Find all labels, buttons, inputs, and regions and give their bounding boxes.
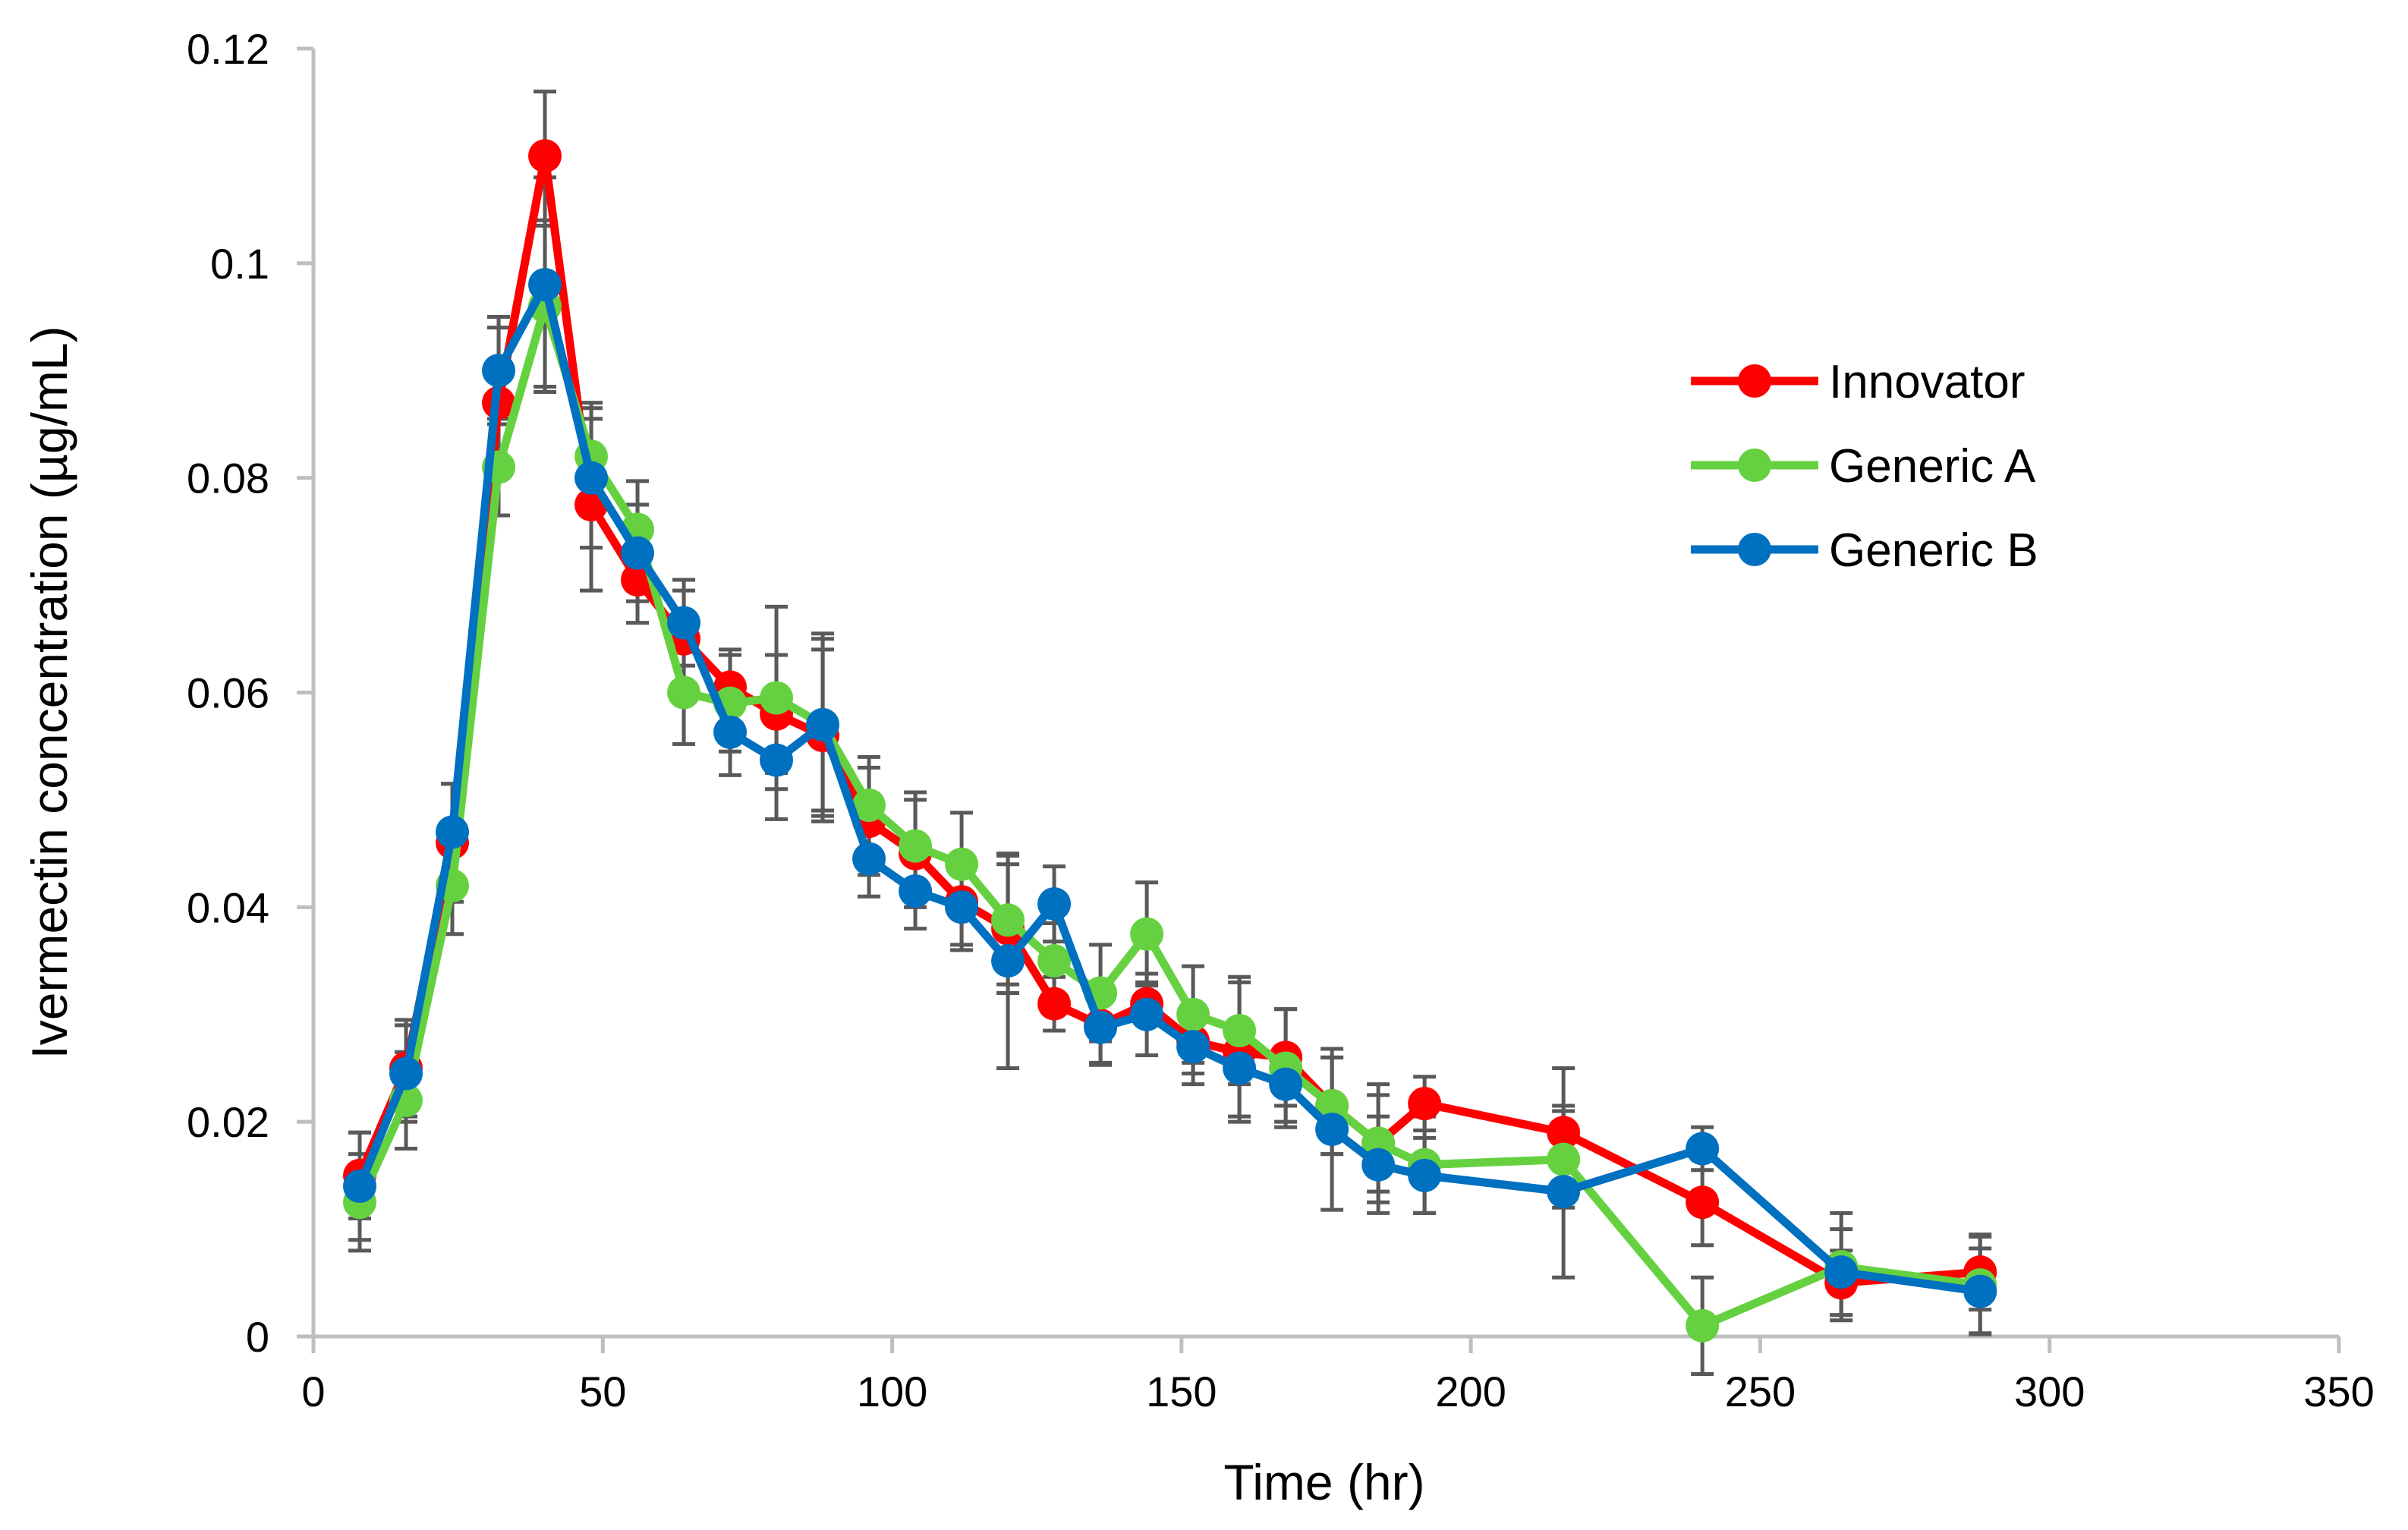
x-axis-title: Time (hr)	[1223, 1454, 1424, 1510]
data-point-generic-b	[1361, 1148, 1396, 1182]
data-point-generic-b	[574, 461, 609, 495]
x-tick-label: 300	[2014, 1368, 2085, 1415]
data-point-generic-b	[1223, 1051, 1257, 1085]
legend-item-generic-a: Generic A	[1691, 440, 2036, 493]
data-point-generic-a	[760, 681, 794, 715]
data-point-generic-b	[1408, 1158, 1442, 1192]
legend-marker-generic-b	[1738, 533, 1771, 566]
legend-marker-innovator	[1738, 364, 1771, 398]
data-point-generic-a	[991, 903, 1025, 937]
x-tick-label: 50	[579, 1368, 626, 1415]
y-tick-label: 0.12	[187, 25, 269, 73]
series-generic-b	[343, 268, 1997, 1308]
data-point-generic-a	[1686, 1308, 1720, 1343]
data-point-generic-b	[945, 890, 979, 924]
y-axis-ticks: 0 0.02 0.04 0.06 0.08 0.1 0.12	[187, 25, 313, 1361]
data-point-generic-b	[482, 354, 516, 388]
y-tick-label: 0.04	[187, 883, 269, 931]
legend-item-generic-b: Generic B	[1691, 524, 2038, 577]
y-axis-title: Ivermectin concentration (µg/mL)	[21, 326, 77, 1059]
legend-label-generic-a: Generic A	[1829, 440, 2036, 493]
data-point-innovator	[1408, 1087, 1442, 1121]
y-tick-label: 0	[246, 1313, 269, 1361]
data-point-generic-b	[436, 815, 470, 849]
data-point-generic-a	[1223, 1013, 1257, 1047]
series-innovator	[343, 139, 1997, 1300]
data-point-generic-a	[1037, 944, 1072, 978]
data-point-generic-a	[852, 788, 886, 822]
legend-label-innovator: Innovator	[1829, 356, 2026, 408]
data-point-generic-b	[1963, 1274, 1997, 1308]
data-point-innovator	[528, 139, 562, 173]
data-point-generic-b	[389, 1056, 423, 1091]
data-point-generic-b	[667, 606, 701, 640]
x-tick-label: 350	[2303, 1368, 2374, 1415]
data-point-generic-a	[1547, 1142, 1581, 1176]
series-line-innovator	[355, 151, 1985, 1287]
data-point-innovator	[1037, 987, 1072, 1021]
data-point-generic-a	[945, 847, 979, 881]
data-point-generic-b	[343, 1170, 377, 1204]
x-tick-label: 0	[301, 1368, 325, 1415]
legend-item-innovator: Innovator	[1691, 356, 2026, 408]
x-tick-label: 200	[1435, 1368, 1506, 1415]
x-tick-label: 150	[1146, 1368, 1217, 1415]
x-tick-label: 100	[857, 1368, 927, 1415]
y-tick-label: 0.02	[187, 1098, 269, 1146]
data-point-generic-a	[667, 675, 701, 710]
data-point-generic-b	[1269, 1067, 1303, 1101]
data-point-generic-a	[1176, 997, 1210, 1031]
series-line-generic-b	[355, 280, 1985, 1296]
data-point-innovator	[1686, 1185, 1720, 1220]
y-tick-label: 0.06	[187, 669, 269, 717]
data-point-innovator	[1547, 1116, 1581, 1150]
data-point-generic-b	[1176, 1030, 1210, 1064]
data-point-generic-b	[713, 715, 748, 749]
data-point-generic-b	[991, 944, 1025, 978]
legend-label-generic-b: Generic B	[1829, 524, 2038, 577]
data-point-generic-b	[1084, 1010, 1118, 1044]
data-point-generic-b	[1547, 1175, 1581, 1209]
data-point-generic-b	[852, 842, 886, 876]
data-point-generic-b	[1315, 1113, 1349, 1147]
data-point-generic-b	[806, 707, 840, 741]
data-point-generic-b	[1130, 997, 1164, 1031]
data-series	[343, 139, 1997, 1343]
legend: Innovator Generic A Generic B	[1691, 356, 2038, 577]
data-point-generic-b	[760, 743, 794, 777]
x-axis-ticks: 0 50 100 150 200 250 300 350	[301, 1336, 2375, 1415]
legend-marker-generic-a	[1738, 449, 1771, 482]
axes: 0 50 100 150 200 250 300 350 00.020.040.060.080…	[187, 25, 2375, 1415]
y-tick-label: 0.08	[187, 455, 269, 502]
data-point-generic-b	[1686, 1132, 1720, 1166]
data-point-generic-b	[1037, 887, 1072, 921]
data-point-generic-b	[1824, 1255, 1859, 1289]
data-point-generic-b	[528, 268, 562, 302]
data-point-generic-b	[899, 874, 933, 908]
data-point-generic-b	[621, 536, 655, 570]
data-point-generic-a	[899, 829, 933, 863]
y-tick-label: 0.1	[210, 240, 269, 288]
data-point-generic-a	[1130, 917, 1164, 951]
x-tick-label: 250	[1725, 1368, 1796, 1415]
data-point-generic-a	[1315, 1088, 1349, 1122]
